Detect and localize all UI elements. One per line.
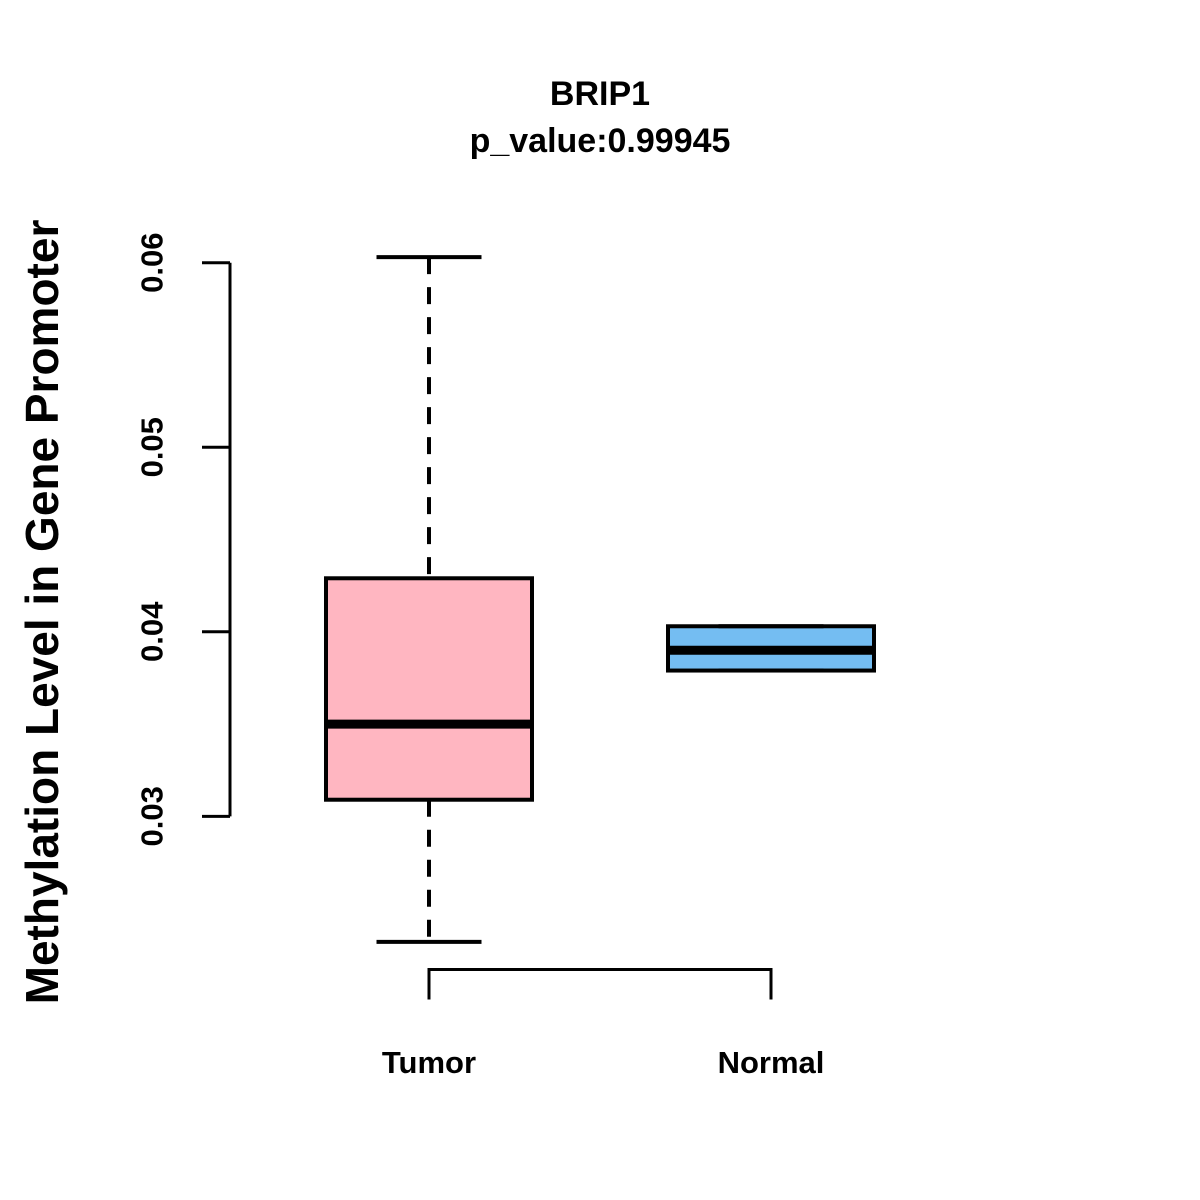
box-tumor [324, 576, 534, 802]
y-tick-label-0.06: 0.06 [135, 233, 170, 293]
chart-title: BRIP1 [550, 75, 650, 113]
y-axis-title: Methylation Level in Gene Promoter [16, 220, 68, 1005]
chart-subtitle-pvalue: p_value:0.99945 [470, 122, 731, 160]
x-category-label-normal: Normal [718, 1045, 825, 1080]
plot-layer [324, 255, 876, 944]
y-tick-label-0.03: 0.03 [135, 786, 170, 846]
axis-layer: 0.03 0.04 0.05 0.06 [135, 233, 773, 1000]
y-tick-label-0.04: 0.04 [135, 601, 170, 662]
x-category-label-tumor: Tumor [382, 1045, 476, 1080]
x-axis-bracket [427, 968, 773, 1000]
y-tick-label-0.05: 0.05 [135, 417, 170, 477]
